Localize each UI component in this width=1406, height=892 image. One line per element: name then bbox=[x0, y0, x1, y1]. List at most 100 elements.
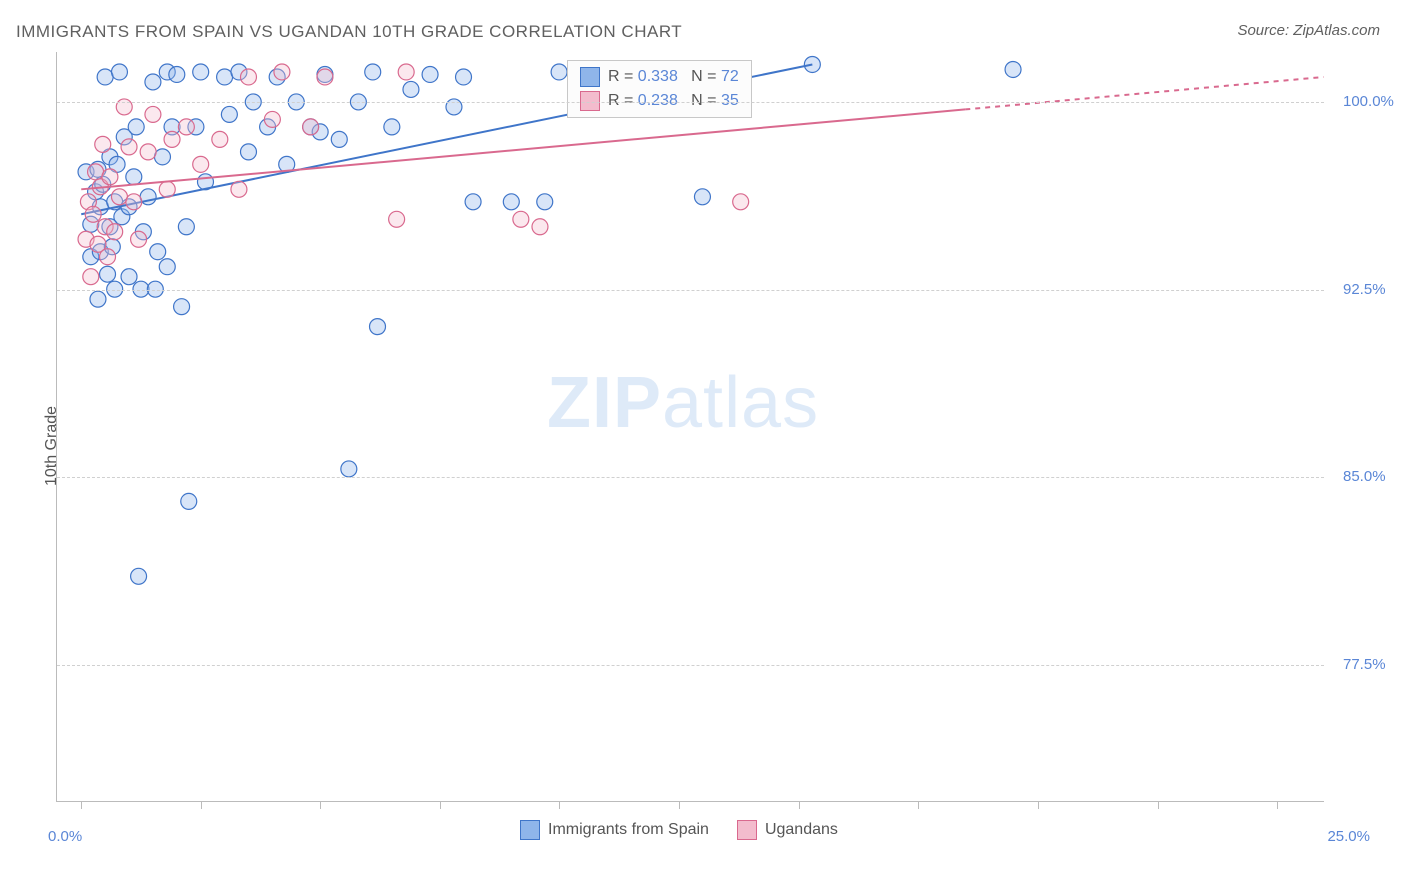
scatter-point bbox=[97, 69, 113, 85]
x-tick-mark bbox=[799, 801, 800, 809]
scatter-point bbox=[365, 64, 381, 80]
x-tick-mark bbox=[201, 801, 202, 809]
scatter-point bbox=[169, 66, 185, 82]
legend-swatch-ugandans-bottom bbox=[737, 820, 757, 840]
trend-line-dashed bbox=[965, 77, 1323, 109]
series-legend: Immigrants from Spain Ugandans bbox=[520, 820, 838, 840]
scatter-point bbox=[804, 56, 820, 72]
y-tick-label: 92.5% bbox=[1343, 281, 1386, 298]
x-tick-mark bbox=[440, 801, 441, 809]
r-value-spain: 0.338 bbox=[638, 68, 678, 85]
scatter-point bbox=[90, 291, 106, 307]
scatter-point bbox=[178, 119, 194, 135]
scatter-point bbox=[303, 119, 319, 135]
x-tick-mark bbox=[679, 801, 680, 809]
scatter-point bbox=[111, 189, 127, 205]
x-tick-mark bbox=[81, 801, 82, 809]
scatter-point bbox=[694, 189, 710, 205]
scatter-point bbox=[193, 156, 209, 172]
y-tick-label: 100.0% bbox=[1343, 93, 1394, 110]
scatter-point bbox=[264, 111, 280, 127]
r-value-ugandans: 0.238 bbox=[638, 92, 678, 109]
legend-row-ugandans: R = 0.238 N = 35 bbox=[580, 89, 739, 113]
n-value-ugandans: 35 bbox=[721, 92, 739, 109]
scatter-point bbox=[456, 69, 472, 85]
plot-area: ZIPatlas R = 0.338 N = 72 R = 0.238 N = … bbox=[56, 52, 1324, 802]
scatter-point bbox=[150, 244, 166, 260]
x-tick-mark bbox=[559, 801, 560, 809]
x-tick-mark bbox=[1158, 801, 1159, 809]
scatter-point bbox=[178, 219, 194, 235]
legend-text-ugandans: R = 0.238 N = 35 bbox=[608, 92, 739, 110]
scatter-point bbox=[174, 299, 190, 315]
legend-label-spain: Immigrants from Spain bbox=[548, 821, 709, 839]
scatter-point bbox=[398, 64, 414, 80]
x-axis-max-label: 25.0% bbox=[1327, 828, 1370, 845]
scatter-point bbox=[331, 131, 347, 147]
legend-item-spain: Immigrants from Spain bbox=[520, 820, 709, 840]
chart-svg bbox=[57, 52, 1324, 801]
scatter-point bbox=[181, 493, 197, 509]
scatter-point bbox=[341, 461, 357, 477]
scatter-point bbox=[145, 106, 161, 122]
chart-title: IMMIGRANTS FROM SPAIN VS UGANDAN 10TH GR… bbox=[16, 22, 682, 42]
scatter-point bbox=[100, 249, 116, 265]
scatter-point bbox=[159, 259, 175, 275]
scatter-point bbox=[88, 164, 104, 180]
gridline bbox=[57, 102, 1324, 103]
legend-label-ugandans: Ugandans bbox=[765, 821, 838, 839]
scatter-point bbox=[513, 211, 529, 227]
scatter-point bbox=[231, 181, 247, 197]
scatter-point bbox=[140, 144, 156, 160]
y-tick-label: 85.0% bbox=[1343, 468, 1386, 485]
scatter-point bbox=[159, 181, 175, 197]
scatter-point bbox=[121, 269, 137, 285]
legend-swatch-ugandans bbox=[580, 91, 600, 111]
scatter-point bbox=[107, 224, 123, 240]
scatter-point bbox=[384, 119, 400, 135]
scatter-point bbox=[537, 194, 553, 210]
scatter-point bbox=[422, 66, 438, 82]
legend-row-spain: R = 0.338 N = 72 bbox=[580, 65, 739, 89]
scatter-point bbox=[503, 194, 519, 210]
scatter-point bbox=[95, 136, 111, 152]
legend-text-spain: R = 0.338 N = 72 bbox=[608, 68, 739, 86]
trend-line bbox=[81, 109, 965, 189]
scatter-point bbox=[131, 231, 147, 247]
scatter-point bbox=[370, 319, 386, 335]
x-axis-min-label: 0.0% bbox=[48, 828, 82, 845]
scatter-point bbox=[193, 64, 209, 80]
gridline bbox=[57, 290, 1324, 291]
scatter-point bbox=[551, 64, 567, 80]
legend-swatch-spain-bottom bbox=[520, 820, 540, 840]
scatter-point bbox=[240, 144, 256, 160]
gridline bbox=[57, 477, 1324, 478]
scatter-point bbox=[217, 69, 233, 85]
scatter-point bbox=[102, 169, 118, 185]
scatter-point bbox=[274, 64, 290, 80]
scatter-point bbox=[164, 131, 180, 147]
x-tick-mark bbox=[918, 801, 919, 809]
scatter-point bbox=[145, 74, 161, 90]
scatter-point bbox=[128, 119, 144, 135]
source-attribution: Source: ZipAtlas.com bbox=[1237, 22, 1380, 39]
scatter-point bbox=[403, 81, 419, 97]
scatter-point bbox=[317, 69, 333, 85]
scatter-point bbox=[126, 194, 142, 210]
scatter-point bbox=[532, 219, 548, 235]
scatter-point bbox=[221, 106, 237, 122]
y-tick-label: 77.5% bbox=[1343, 656, 1386, 673]
n-value-spain: 72 bbox=[721, 68, 739, 85]
x-tick-mark bbox=[320, 801, 321, 809]
gridline bbox=[57, 665, 1324, 666]
scatter-point bbox=[389, 211, 405, 227]
scatter-point bbox=[154, 149, 170, 165]
scatter-point bbox=[131, 568, 147, 584]
x-tick-mark bbox=[1277, 801, 1278, 809]
x-tick-mark bbox=[1038, 801, 1039, 809]
correlation-legend: R = 0.338 N = 72 R = 0.238 N = 35 bbox=[567, 60, 752, 118]
scatter-point bbox=[126, 169, 142, 185]
legend-item-ugandans: Ugandans bbox=[737, 820, 838, 840]
scatter-point bbox=[85, 206, 101, 222]
legend-swatch-spain bbox=[580, 67, 600, 87]
